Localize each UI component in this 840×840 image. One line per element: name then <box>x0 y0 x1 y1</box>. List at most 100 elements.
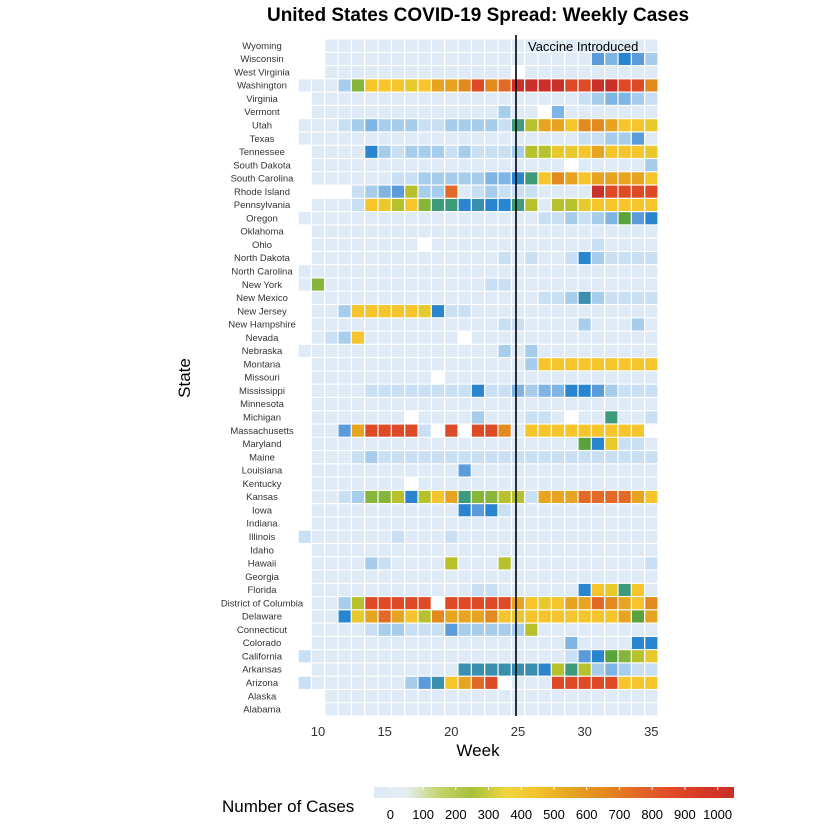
heatmap-cell <box>498 398 511 411</box>
heatmap-cell <box>645 384 658 397</box>
heatmap-cell <box>511 39 524 52</box>
heatmap-cell <box>631 597 644 610</box>
state-label: New Hampshire <box>228 320 296 331</box>
heatmap-cell <box>605 477 618 490</box>
heatmap-cell <box>538 159 551 172</box>
heatmap-cell <box>498 690 511 703</box>
heatmap-cell <box>631 106 644 119</box>
heatmap-cell <box>618 92 631 105</box>
heatmap-cell <box>605 504 618 517</box>
heatmap-cell <box>485 530 498 543</box>
heatmap-cell <box>458 676 471 689</box>
heatmap-cell <box>618 331 631 344</box>
heatmap-cell <box>405 79 418 92</box>
heatmap-cell <box>645 676 658 689</box>
heatmap-cell <box>325 185 338 198</box>
heatmap-cell <box>378 225 391 238</box>
heatmap-cell <box>431 583 444 596</box>
heatmap-cell <box>431 597 444 610</box>
heatmap-cell <box>551 464 564 477</box>
heatmap-cell <box>298 172 311 185</box>
legend: Number of Cases 0 100 200 300 400 500 600 700 80… <box>222 787 734 822</box>
heatmap-cell <box>565 437 578 450</box>
heatmap-cell <box>591 663 604 676</box>
heatmap-cell <box>511 198 524 211</box>
heatmap-cell <box>565 66 578 79</box>
heatmap-cell <box>525 252 538 265</box>
legend-tick-label: 0 <box>387 807 394 822</box>
heatmap-cell <box>591 172 604 185</box>
heatmap-cell <box>498 623 511 636</box>
heatmap-cell <box>405 92 418 105</box>
heatmap-cell <box>618 39 631 52</box>
heatmap-cell <box>431 318 444 331</box>
heatmap-cell <box>645 106 658 119</box>
heatmap-cell <box>591 557 604 570</box>
heatmap-cell <box>391 557 404 570</box>
heatmap-cell <box>565 451 578 464</box>
heatmap-cell <box>645 690 658 703</box>
heatmap-cell <box>365 398 378 411</box>
state-label: South Carolina <box>231 174 295 185</box>
heatmap-cell <box>378 610 391 623</box>
heatmap-cell <box>525 637 538 650</box>
heatmap-cell <box>578 238 591 251</box>
heatmap-cell <box>351 557 364 570</box>
heatmap-cell <box>378 344 391 357</box>
heatmap-cell <box>525 384 538 397</box>
heatmap-cell <box>298 477 311 490</box>
heatmap-cell <box>578 650 591 663</box>
heatmap-cell <box>311 172 324 185</box>
heatmap-cell <box>431 637 444 650</box>
heatmap-cell <box>471 437 484 450</box>
heatmap-cell <box>565 583 578 596</box>
heatmap-cell <box>511 690 524 703</box>
x-tick-label: 35 <box>644 724 658 739</box>
heatmap-cell <box>431 517 444 530</box>
heatmap-cell <box>311 39 324 52</box>
heatmap-cell <box>351 318 364 331</box>
heatmap-cell <box>458 225 471 238</box>
heatmap-cell <box>431 504 444 517</box>
heatmap-cell <box>645 145 658 158</box>
heatmap-cell <box>365 331 378 344</box>
heatmap-cell <box>565 504 578 517</box>
heatmap-cell <box>538 66 551 79</box>
heatmap-cell <box>578 371 591 384</box>
heatmap-cell <box>565 52 578 65</box>
heatmap-cell <box>498 451 511 464</box>
heatmap-cell <box>458 517 471 530</box>
heatmap-cell <box>631 676 644 689</box>
heatmap-cell <box>325 530 338 543</box>
heatmap-cell <box>618 490 631 503</box>
heatmap-cell <box>498 371 511 384</box>
heatmap-cell <box>511 637 524 650</box>
state-label: Minnesota <box>240 399 285 410</box>
heatmap-cell <box>418 424 431 437</box>
heatmap-cell <box>498 52 511 65</box>
heatmap-cell <box>311 331 324 344</box>
heatmap-cell <box>471 504 484 517</box>
heatmap-cell <box>405 172 418 185</box>
heatmap-cell <box>525 52 538 65</box>
heatmap-cell <box>578 437 591 450</box>
heatmap-cell <box>538 106 551 119</box>
heatmap-cell <box>631 39 644 52</box>
heatmap-cell <box>338 198 351 211</box>
heatmap-cell <box>311 437 324 450</box>
heatmap-cell <box>471 371 484 384</box>
heatmap-cell <box>485 650 498 663</box>
heatmap-cell <box>378 583 391 596</box>
heatmap-cell <box>471 305 484 318</box>
heatmap-cell <box>538 411 551 424</box>
heatmap-cell <box>551 39 564 52</box>
heatmap-cell <box>325 305 338 318</box>
heatmap-cell <box>311 477 324 490</box>
heatmap-cell <box>551 650 564 663</box>
heatmap-cell <box>511 437 524 450</box>
heatmap-cell <box>378 437 391 450</box>
heatmap-cell <box>631 451 644 464</box>
heatmap-cell <box>645 344 658 357</box>
heatmap-cell <box>578 583 591 596</box>
heatmap-cell <box>565 517 578 530</box>
